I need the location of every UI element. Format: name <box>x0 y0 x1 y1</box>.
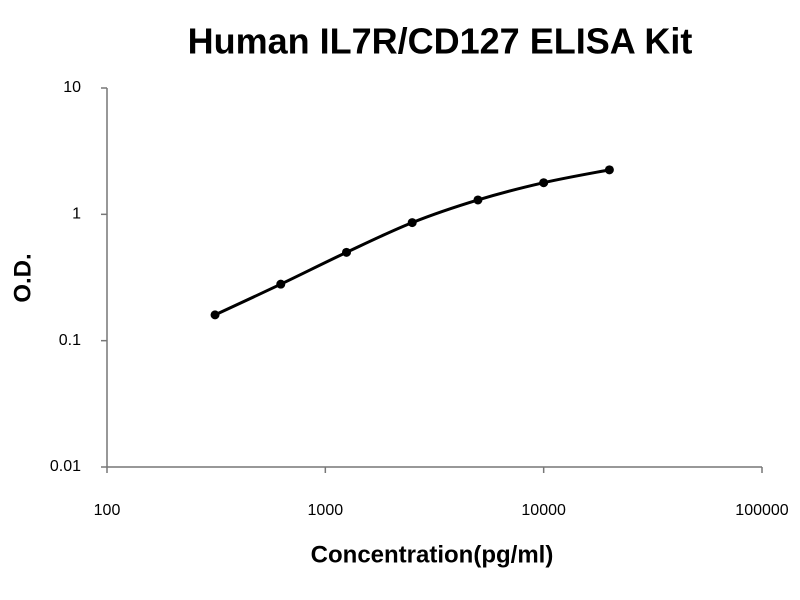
point <box>276 279 286 289</box>
point <box>604 165 614 175</box>
point <box>210 310 220 320</box>
x-axis-label: Concentration(pg/ml) <box>311 541 554 568</box>
y-axis-label: O.D. <box>9 253 36 302</box>
x-tick-label: 100000 <box>735 502 788 519</box>
point <box>407 218 417 228</box>
y-tick-label: 1 <box>72 206 81 223</box>
y-tick-label: 0.01 <box>50 458 81 475</box>
x-tick-label: 100 <box>94 502 121 519</box>
line <box>214 168 610 317</box>
x-tick-label: 1000 <box>308 502 344 519</box>
y-tick-label: 0.1 <box>59 332 81 349</box>
point <box>341 247 351 257</box>
chart-title: Human IL7R/CD127 ELISA Kit <box>188 21 693 62</box>
x-tick-label: 10000 <box>521 502 566 519</box>
point <box>539 178 549 188</box>
y-tick-label: 10 <box>63 79 81 96</box>
point <box>473 195 483 205</box>
